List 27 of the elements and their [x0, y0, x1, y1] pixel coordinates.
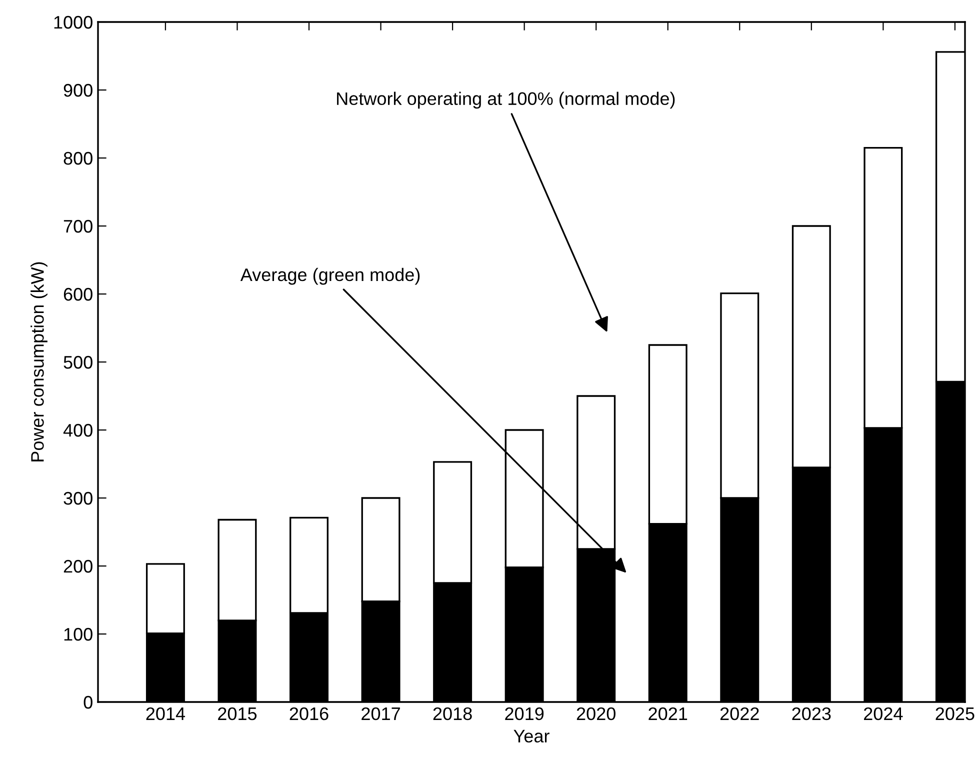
annotation: Network operating at 100% (normal mode)	[337, 92, 675, 109]
y-tick-label: 400	[63, 424, 92, 437]
x-tick-label: 2022	[720, 707, 759, 720]
x-tick-label: 2019	[505, 707, 544, 720]
x-tick-label: 2016	[290, 707, 328, 720]
y-tick-label: 300	[64, 492, 92, 505]
annotation: Average (green mode)	[240, 268, 420, 285]
x-tick-label: 2021	[648, 707, 688, 720]
x-tick-label: 2023	[792, 707, 831, 720]
x-tick-label: 2014	[146, 707, 186, 720]
y-tick-label: 800	[64, 152, 92, 165]
y-tick-label: 500	[64, 356, 92, 369]
x-tick-label: 2015	[218, 707, 257, 720]
y-tick-label: 0	[84, 696, 92, 709]
y-tick-label: 700	[64, 220, 92, 233]
x-axis-title: Year	[514, 730, 550, 743]
y-axis-title: Power consumption (kW)	[30, 262, 48, 462]
x-tick-label: 2018	[433, 707, 472, 720]
y-tick-label: 100	[64, 628, 92, 641]
x-tick-label: 2024	[864, 707, 903, 720]
y-tick-label: 600	[64, 288, 92, 301]
x-tick-label: 2025	[936, 707, 974, 720]
x-tick-label: 2017	[362, 707, 400, 720]
y-tick-label: 1000	[54, 16, 92, 29]
x-tick-label: 2020	[576, 707, 616, 720]
y-tick-label: 900	[64, 84, 92, 97]
y-tick-label: 200	[64, 560, 92, 573]
